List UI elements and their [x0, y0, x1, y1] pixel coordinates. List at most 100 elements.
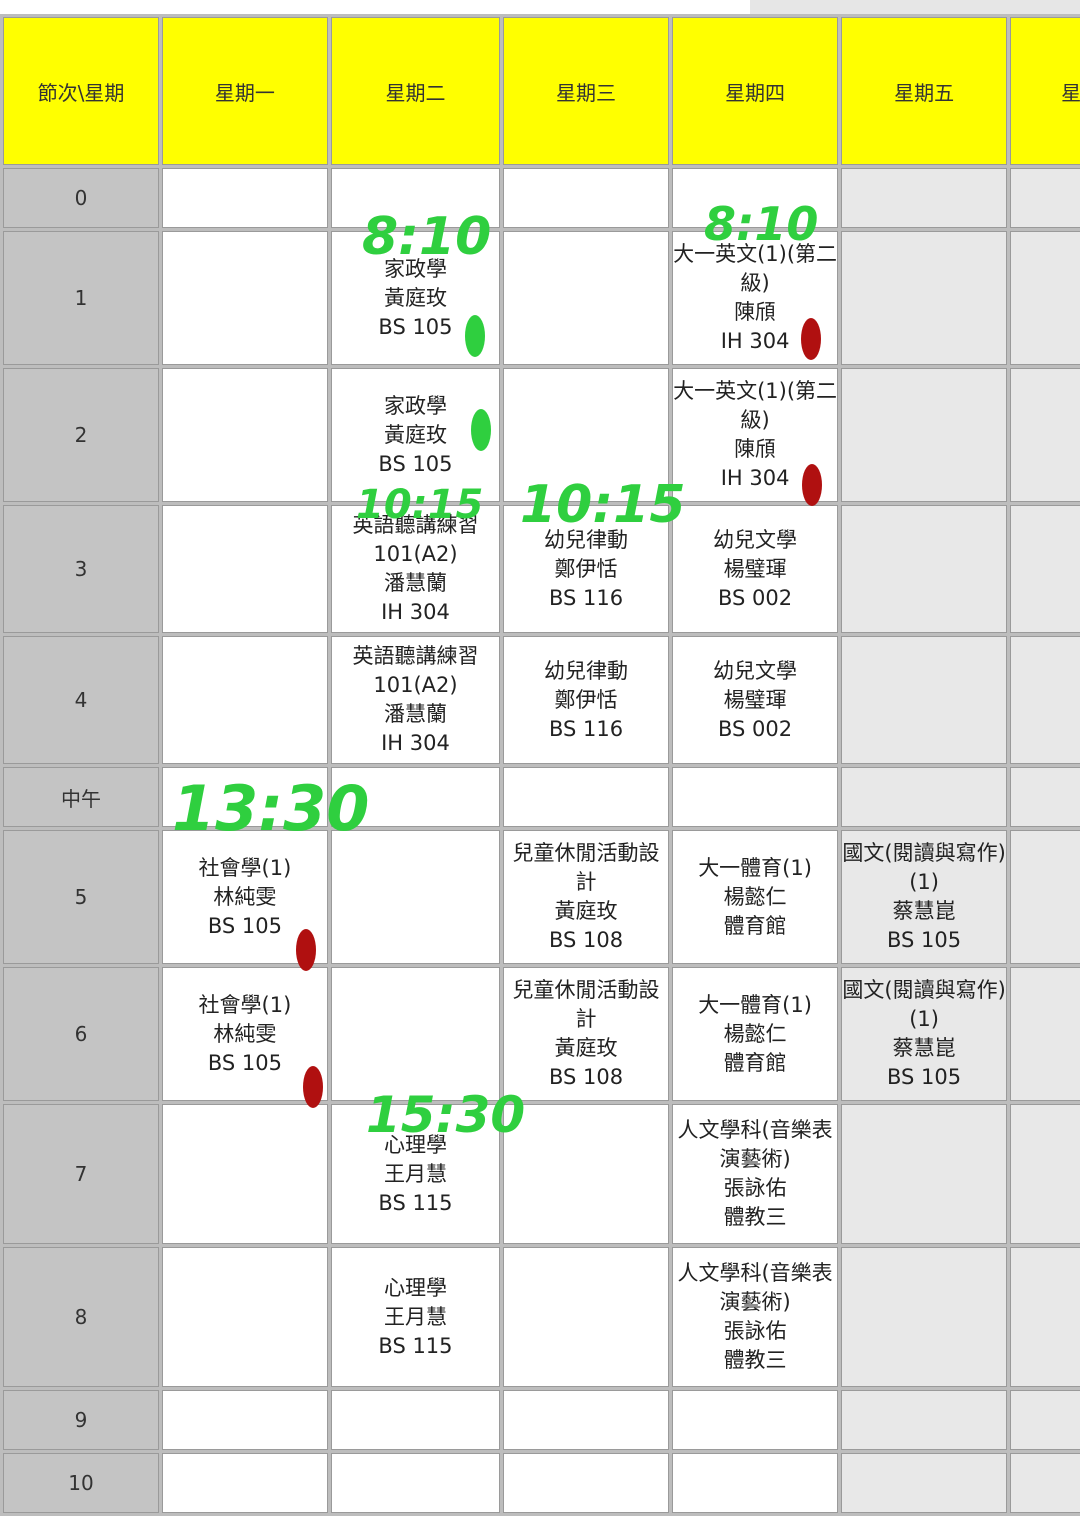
instructor-name: 陳頎: [734, 300, 777, 324]
period-label: 2: [3, 368, 159, 502]
period-label: 1: [3, 231, 159, 365]
empty-cell: [161, 767, 328, 827]
instructor-name: 林純雯: [213, 1021, 277, 1046]
course-cell[interactable]: 家政學 黃庭玫 BS 105: [330, 368, 501, 502]
course-name: 大一英文(1)(第二級): [673, 242, 838, 295]
course-cell[interactable]: 家政學 黃庭玫 BS 105: [330, 231, 501, 365]
instructor-name: 潘慧蘭: [383, 571, 447, 595]
empty-cell: [672, 1390, 839, 1450]
period-label: 8: [3, 1247, 159, 1387]
room-code: BS 115: [378, 1190, 453, 1215]
course-cell[interactable]: 國文(閱讀與寫作)(1) 蔡慧崑 BS 105: [841, 967, 1008, 1101]
timetable-body: 節次\星期 星期一 星期二 星期三 星期四 星期五 星 0 1 家政學 黃庭玫 BS 1…: [3, 17, 1080, 1513]
empty-cell: [330, 967, 501, 1101]
course-cell[interactable]: 幼兒文學楊璧琿 BS 002: [672, 636, 839, 764]
empty-cell: [841, 636, 1008, 764]
room-code: BS 105: [887, 928, 962, 952]
course-cell[interactable]: 兒童休閒活動設計 黃庭玫 BS 108: [503, 830, 670, 964]
room-code: 體教三: [723, 1348, 787, 1372]
instructor-name: 楊璧琿: [723, 687, 787, 712]
instructor-name: 王月慧: [383, 1161, 447, 1186]
header-row: 節次\星期 星期一 星期二 星期三 星期四 星期五 星: [3, 17, 1080, 165]
course-cell[interactable]: 大一英文(1)(第二級) 陳頎 IH 304: [672, 368, 839, 502]
empty-cell: [672, 1453, 839, 1513]
course-name: 幼兒律動: [544, 527, 629, 552]
course-cell[interactable]: 心理學王月慧 BS 115: [330, 1104, 501, 1244]
empty-cell: [672, 767, 839, 827]
period-label: 5: [3, 830, 159, 964]
empty-cell: [161, 636, 328, 764]
instructor-name: 黃庭玫: [383, 285, 447, 310]
empty-cell: [161, 1453, 328, 1513]
empty-cell: [503, 368, 670, 502]
course-cell[interactable]: 人文學科(音樂表演藝術) 張詠佑 體教三: [672, 1104, 839, 1244]
room-code: IH 304: [381, 731, 450, 755]
empty-cell: [503, 1390, 670, 1450]
course-cell[interactable]: 大一體育(1) 楊懿仁體育館: [672, 967, 839, 1101]
room-code: BS 105: [378, 314, 453, 339]
course-cell[interactable]: 幼兒律動 鄭伊恬 BS 116: [503, 636, 670, 764]
empty-cell: [1010, 505, 1080, 633]
empty-cell: [841, 1104, 1008, 1244]
course-cell[interactable]: 國文(閱讀與寫作)(1) 蔡慧崑 BS 105: [841, 830, 1008, 964]
course-name: 幼兒律動: [544, 658, 629, 683]
empty-cell: [161, 1104, 328, 1244]
empty-cell: [1010, 967, 1080, 1101]
course-name: 心理學: [383, 1132, 447, 1157]
course-cell[interactable]: 幼兒文學 楊璧琿 BS 002: [672, 505, 839, 633]
empty-cell: [1010, 1247, 1080, 1387]
empty-cell: [1010, 830, 1080, 964]
course-name: 社會學(1): [198, 992, 292, 1017]
course-cell[interactable]: 英語聽講練習101(A2) 潘慧蘭 IH 304: [330, 636, 501, 764]
empty-cell: [161, 1390, 328, 1450]
timetable-row: 10: [3, 1453, 1080, 1513]
timetable-row: 7 心理學 王月慧 BS 115 人文學科(音樂表演藝術) 張詠佑 體教三: [3, 1104, 1080, 1244]
course-cell[interactable]: 大一英文(1)(第二級) 陳頎 IH 304: [672, 231, 839, 365]
room-code: BS 002: [717, 585, 793, 610]
timetable-row: 6 社會學(1) 林純雯 BS 105 兒童休閒活動設計 黃庭玫 BS 108 大一體育(1)…: [3, 967, 1080, 1101]
room-code: IH 304: [720, 329, 790, 353]
course-name: 幼兒文學: [713, 658, 798, 683]
instructor-name: 張詠佑: [723, 1176, 787, 1200]
course-cell[interactable]: 英語聽講練習101(A2) 潘慧蘭 IH 304: [330, 505, 501, 633]
room-code: 體育館: [723, 913, 787, 938]
timetable-row: 中午: [3, 767, 1080, 827]
timetable-row: 9: [3, 1390, 1080, 1450]
empty-cell: [330, 1390, 501, 1450]
room-code: BS 105: [207, 913, 282, 938]
room-code: IH 304: [381, 600, 450, 624]
course-cell[interactable]: 人文學科(音樂表演藝術) 張詠佑 體教三: [672, 1247, 839, 1387]
empty-cell: [503, 168, 670, 228]
instructor-name: 楊璧琿: [723, 556, 787, 581]
room-code: BS 108: [548, 1065, 624, 1089]
instructor-name: 楊懿仁: [723, 1021, 787, 1046]
timetable-row: 1 家政學 黃庭玫 BS 105 大一英文(1)(第二級) 陳頎 IH 304: [3, 231, 1080, 365]
empty-cell: [503, 1247, 670, 1387]
instructor-name: 黃庭玫: [383, 422, 447, 447]
timetable-row: 4 英語聽講練習101(A2) 潘慧蘭 IH 304 幼兒律動 鄭伊恬 BS 116 幼兒文學…: [3, 636, 1080, 764]
course-cell[interactable]: 幼兒律動 鄭伊恬 BS 116: [503, 505, 670, 633]
course-cell[interactable]: 社會學(1) 林純雯 BS 105: [161, 967, 328, 1101]
course-name: 兒童休閒活動設計: [512, 978, 660, 1031]
course-cell[interactable]: 兒童休閒活動設計 黃庭玫 BS 108: [503, 967, 670, 1101]
period-label: 6: [3, 967, 159, 1101]
course-name: 家政學: [383, 393, 447, 418]
instructor-name: 林純雯: [213, 884, 277, 909]
empty-cell: [1010, 1104, 1080, 1244]
room-code: 體育館: [723, 1050, 787, 1075]
empty-cell: [841, 168, 1008, 228]
room-code: BS 002: [717, 716, 793, 741]
course-cell[interactable]: 心理學 王月慧 BS 115: [330, 1247, 501, 1387]
course-name: 大一體育(1): [698, 992, 812, 1017]
empty-cell: [841, 1453, 1008, 1513]
instructor-name: 鄭伊恬: [554, 687, 618, 712]
room-code: BS 115: [378, 1333, 453, 1358]
day-header-mon: 星期一: [161, 17, 328, 165]
day-header-sat: 星: [1010, 17, 1080, 165]
course-cell[interactable]: 社會學(1) 林純雯 BS 105: [161, 830, 328, 964]
empty-cell: [503, 1453, 670, 1513]
empty-cell: [1010, 168, 1080, 228]
course-name: 英語聽講練習101(A2): [352, 513, 479, 566]
course-cell[interactable]: 大一體育(1) 楊懿仁 體育館: [672, 830, 839, 964]
timetable-row: 8 心理學 王月慧 BS 115 人文學科(音樂表演藝術) 張詠佑 體教三: [3, 1247, 1080, 1387]
